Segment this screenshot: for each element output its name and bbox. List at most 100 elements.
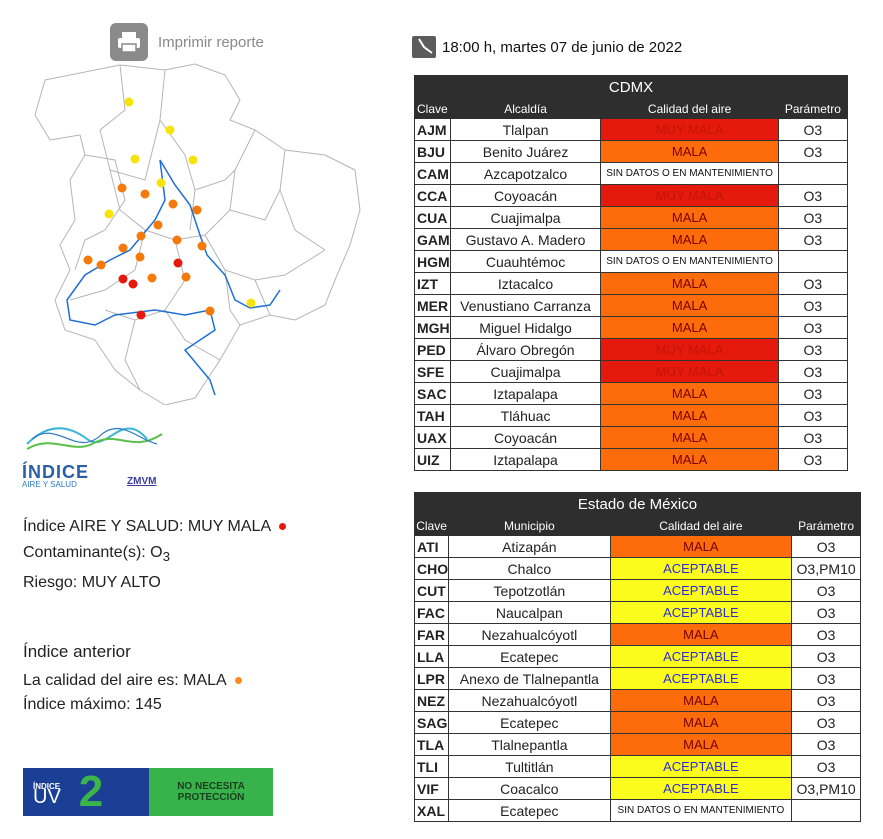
previous-index: La calidad del aire es: MALA <box>23 672 242 690</box>
edomex-air-quality: ACEPTABLE <box>609 667 793 690</box>
cdmx-row: UIZ Iztapalapa MALA O3 <box>414 448 849 471</box>
edomex-air-quality: ACEPTABLE <box>609 777 793 800</box>
pollutants-label: Contaminante(s): O <box>23 544 163 561</box>
cdmx-station-code: SAC <box>414 382 451 405</box>
station-marker[interactable] <box>192 205 202 215</box>
edomex-location-name: Coacalco <box>448 777 611 800</box>
edomex-row: VIF Coacalco ACEPTABLE O3,PM10 <box>413 777 861 800</box>
previous-index-label: La calidad del aire es: <box>23 672 184 689</box>
cdmx-parameter: O3 <box>777 316 849 339</box>
station-marker[interactable] <box>118 274 128 284</box>
edomex-air-quality: ACEPTABLE <box>609 601 793 624</box>
cdmx-air-quality: MUY MALA <box>600 184 779 207</box>
edomex-location-name: Ecatepec <box>448 799 611 822</box>
station-marker[interactable] <box>246 298 256 308</box>
cdmx-parameter: O3 <box>777 294 849 317</box>
station-marker[interactable] <box>135 252 145 262</box>
edomex-location-name: Chalco <box>448 557 611 580</box>
pollutants-subscript: 3 <box>162 549 171 565</box>
edomex-station-code: CHO <box>413 557 450 580</box>
edomex-station-code: SAG <box>413 711 450 734</box>
uv-label: ÍNDICE UV <box>33 782 61 807</box>
pollutants: Contaminante(s): O3 <box>23 544 170 564</box>
station-marker[interactable] <box>156 178 166 188</box>
cdmx-air-quality: MALA <box>600 206 779 229</box>
station-marker[interactable] <box>130 154 140 164</box>
station-marker[interactable] <box>83 255 93 265</box>
cdmx-parameter: O3 <box>777 206 849 229</box>
edomex-air-quality: ACEPTABLE <box>609 645 793 668</box>
previous-index-title: Índice anterior <box>23 642 131 661</box>
edomex-parameter: O3 <box>791 667 861 690</box>
cdmx-location-name: Tláhuac <box>449 404 602 427</box>
edomex-air-quality: SIN DATOS O EN MANTENIMIENTO <box>609 799 793 822</box>
cdmx-parameter: O3 <box>777 426 849 449</box>
printer-icon <box>110 23 148 61</box>
uv-index-banner: ÍNDICE UV 2 NO NECESITA PROTECCIÓN <box>23 767 273 816</box>
cdmx-row: IZT Iztacalco MALA O3 <box>414 272 849 295</box>
edomex-station-code: LLA <box>413 645 450 668</box>
cdmx-location-name: Benito Juárez <box>449 140 602 163</box>
edomex-parameter: O3,PM10 <box>791 557 861 580</box>
edomex-location-name: Nezahualcóyotl <box>448 689 611 712</box>
edomex-parameter: O3 <box>791 579 861 602</box>
edomex-parameter: O3 <box>791 711 861 734</box>
station-marker[interactable] <box>197 241 207 251</box>
cdmx-location-name: Azcapotzalco <box>449 162 602 185</box>
cdmx-location-name: Iztacalco <box>449 272 602 295</box>
station-marker[interactable] <box>165 125 175 135</box>
edomex-row: CUT Tepotzotlán ACEPTABLE O3 <box>413 579 861 602</box>
uv-message-line2: PROTECCIÓN <box>177 792 245 803</box>
edomex-station-code: LPR <box>413 667 450 690</box>
station-marker[interactable] <box>128 279 138 289</box>
station-marker[interactable] <box>181 272 191 282</box>
print-report-button[interactable]: Imprimir reporte <box>110 23 264 61</box>
station-marker[interactable] <box>205 306 215 316</box>
station-marker[interactable] <box>118 243 128 253</box>
station-marker[interactable] <box>96 260 106 270</box>
station-marker[interactable] <box>173 258 183 268</box>
edomex-row: LLA Ecatepec ACEPTABLE O3 <box>413 645 861 668</box>
cdmx-air-quality: MALA <box>600 272 779 295</box>
station-marker[interactable] <box>153 220 163 230</box>
edomex-station-code: FAR <box>413 623 450 646</box>
station-marker[interactable] <box>104 209 114 219</box>
cdmx-location-name: Coyoacán <box>449 184 602 207</box>
station-marker[interactable] <box>172 235 182 245</box>
edomex-parameter: O3 <box>791 645 861 668</box>
cdmx-air-quality: SIN DATOS O EN MANTENIMIENTO <box>600 162 779 185</box>
station-marker[interactable] <box>124 97 134 107</box>
cdmx-row: PED Álvaro Obregón MUY MALA O3 <box>414 338 849 361</box>
station-marker[interactable] <box>188 155 198 165</box>
station-marker[interactable] <box>140 189 150 199</box>
cdmx-parameter: O3 <box>777 382 849 405</box>
edomex-station-code: ATI <box>413 535 450 558</box>
cdmx-parameter: O3 <box>777 448 849 471</box>
station-marker[interactable] <box>117 183 127 193</box>
cdmx-parameter <box>777 162 849 185</box>
clock-icon <box>412 36 436 58</box>
print-report-label: Imprimir reporte <box>158 33 264 51</box>
cdmx-row: MGH Miguel Hidalgo MALA O3 <box>414 316 849 339</box>
edomex-station-code: TLI <box>413 755 450 778</box>
cdmx-location-name: Álvaro Obregón <box>449 338 602 361</box>
cdmx-header-clave: Clave <box>414 98 451 119</box>
uv-message: NO NECESITA PROTECCIÓN <box>149 768 273 816</box>
cdmx-air-quality: MUY MALA <box>600 338 779 361</box>
cdmx-row: AJM Tlalpan MUY MALA O3 <box>414 118 849 141</box>
edomex-table: Estado de México Clave Municipio Calidad… <box>413 492 861 822</box>
station-marker[interactable] <box>168 199 178 209</box>
cdmx-parameter: O3 <box>777 272 849 295</box>
cdmx-row: CUA Cuajimalpa MALA O3 <box>414 206 849 229</box>
current-index-dot <box>279 523 287 531</box>
station-marker[interactable] <box>136 231 146 241</box>
station-marker[interactable] <box>147 273 157 283</box>
logo-subtitle: AIRE Y SALUD <box>22 480 77 489</box>
cdmx-header-alcaldia: Alcaldía <box>449 98 602 119</box>
report-timestamp: 18:00 h, martes 07 de junio de 2022 <box>412 36 682 58</box>
air-quality-map[interactable] <box>25 60 375 405</box>
station-marker[interactable] <box>136 310 146 320</box>
edomex-row: FAR Nezahualcóyotl MALA O3 <box>413 623 861 646</box>
edomex-air-quality: MALA <box>609 535 793 558</box>
cdmx-air-quality: MALA <box>600 316 779 339</box>
